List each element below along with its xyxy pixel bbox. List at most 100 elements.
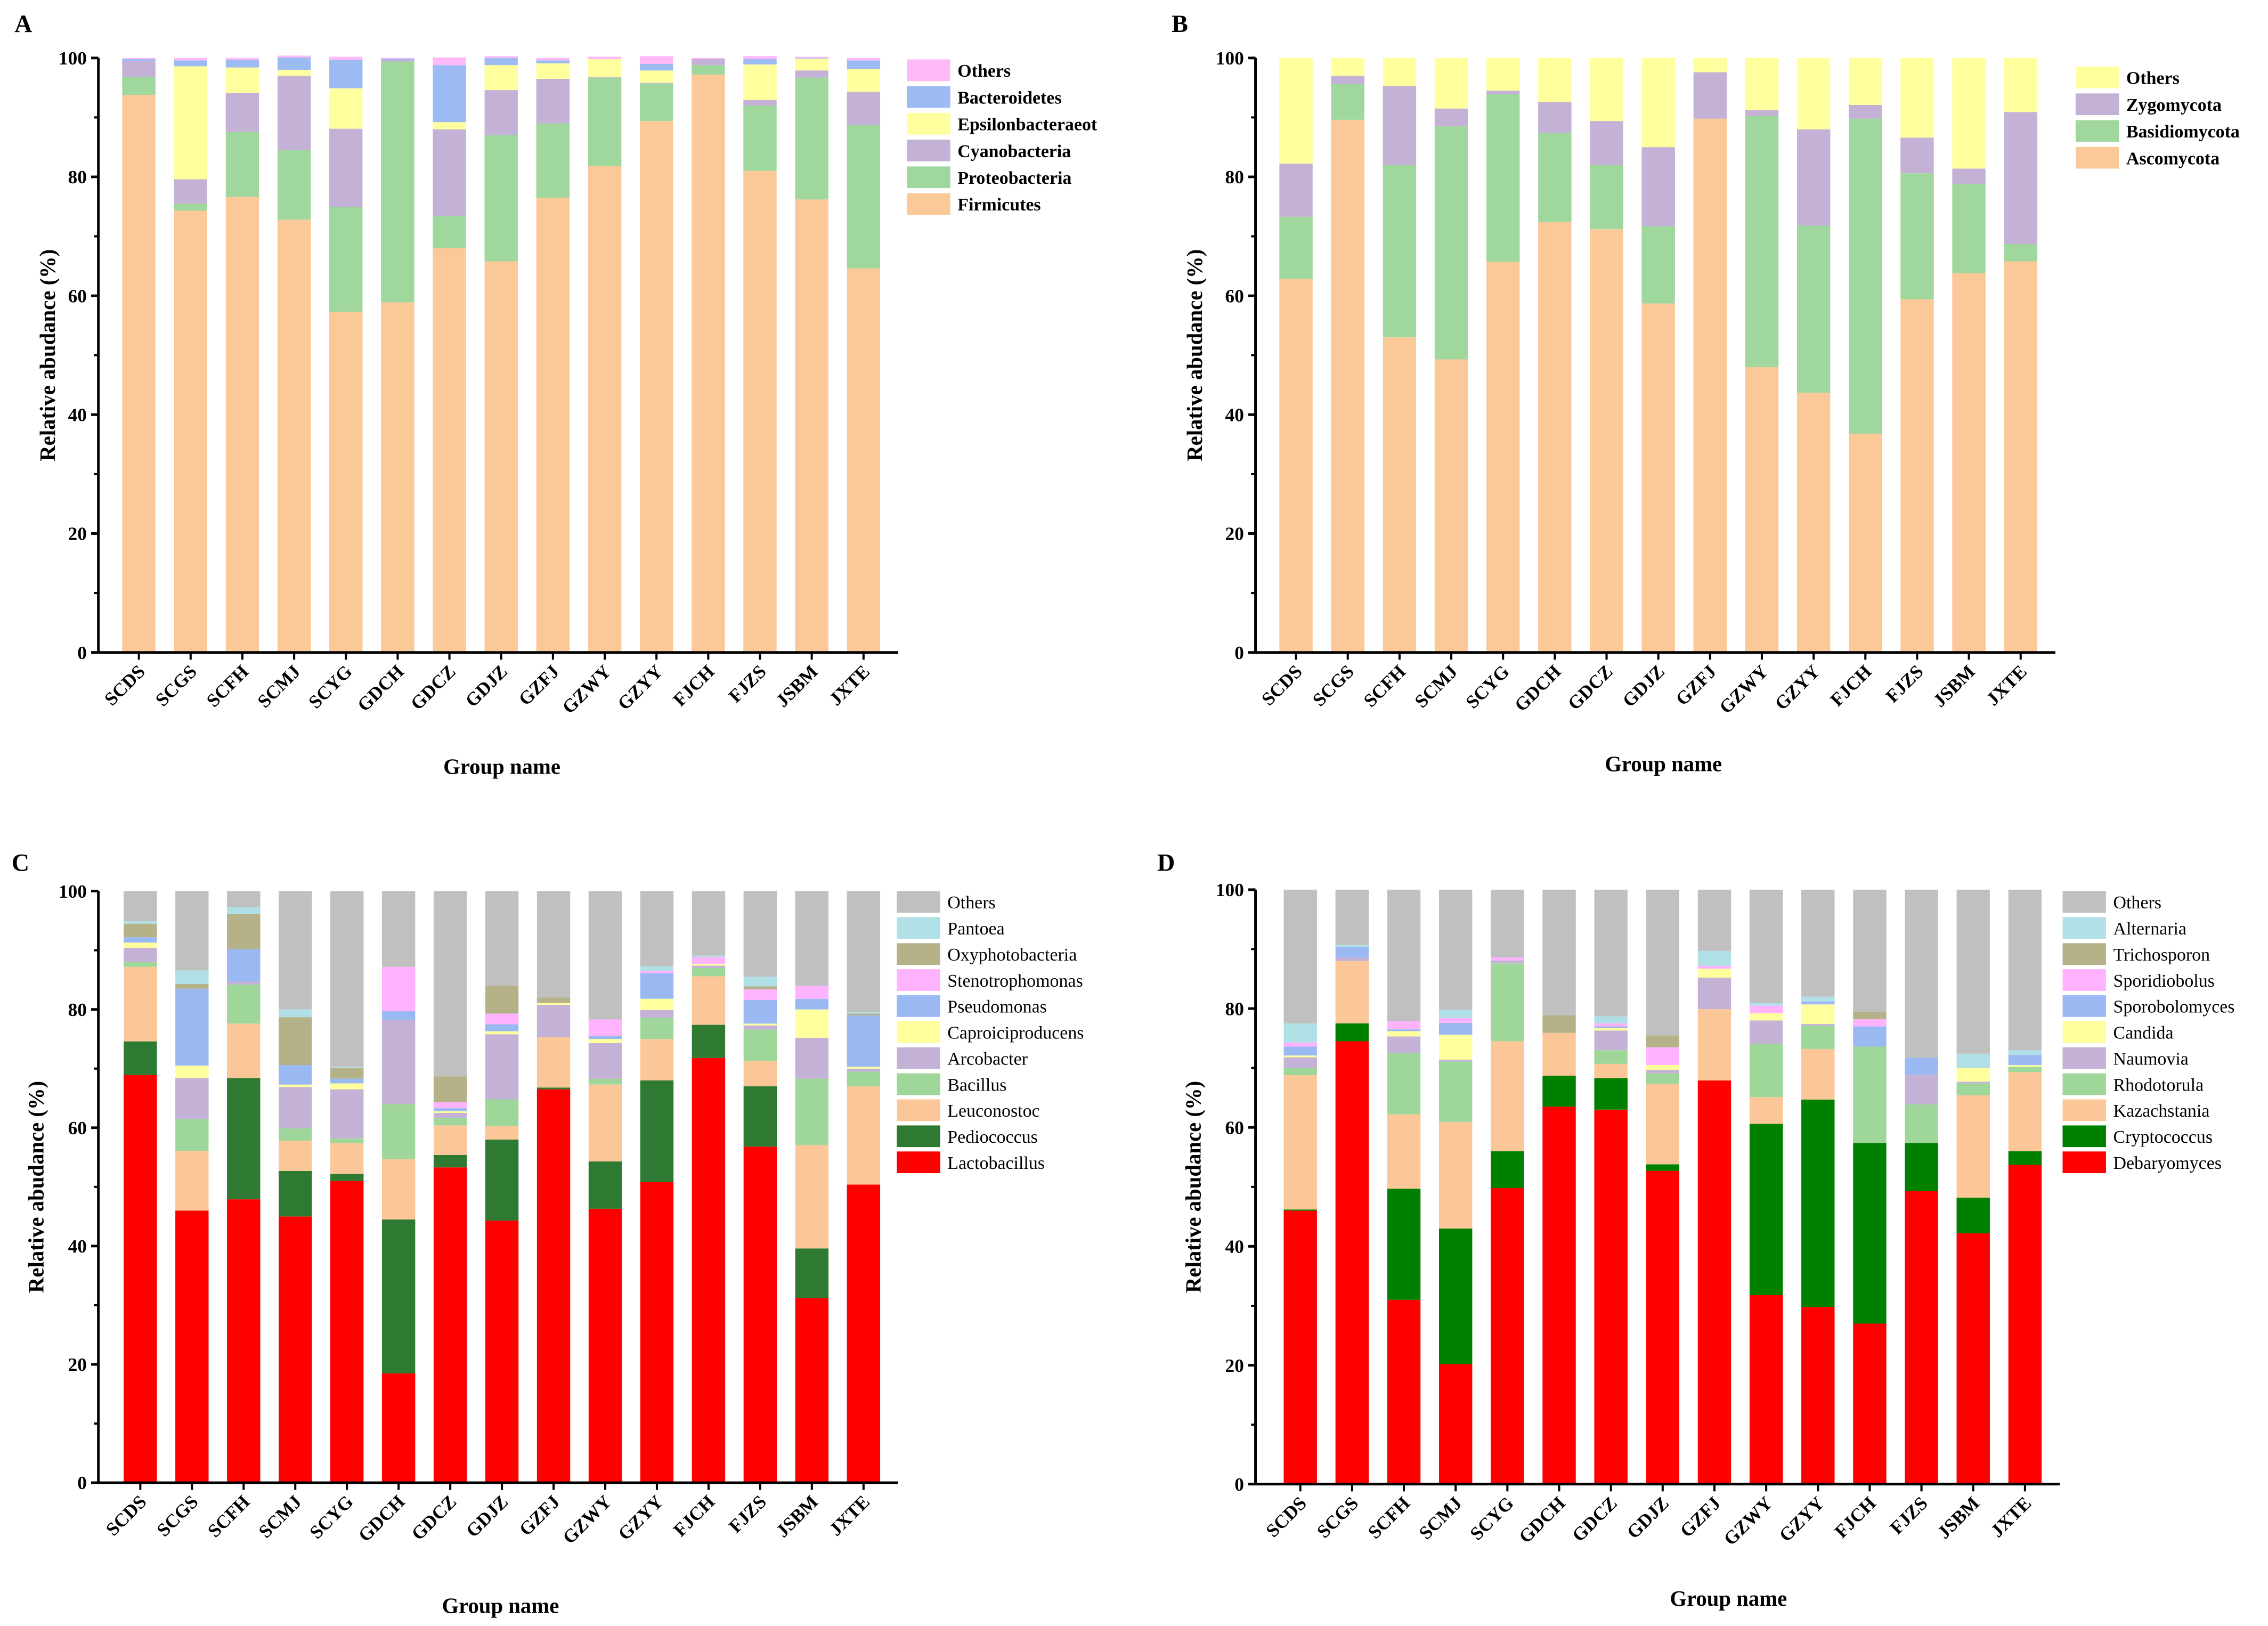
bar-segment-gdch-cryptococcus [1542,1076,1576,1107]
bar-segment-jxte-kazachstania [2008,1072,2042,1151]
bar-segment-scfh-firmicutes [225,197,259,653]
bar-segment-jxte-others [847,891,881,1013]
x-tick-label: GDJZ [1623,1493,1673,1543]
y-tick-label: 40 [68,1236,87,1257]
bar-segment-scfh-ascomycota [1383,337,1417,653]
bar-segment-jxte-debaryomyces [2008,1165,2042,1484]
bar-segment-gzyy-naumovia [1801,1024,1835,1026]
y-axis-title: Relative abudance (%) [1181,1081,1205,1293]
legend-item-naumovia: Naumovia [2062,1047,2189,1069]
bar-segment-fjzs-epsilonbacteraeot [743,64,777,101]
bar-segment-scfh-debaryomyces [1387,1299,1421,1484]
bar-segment-gzfj-others [536,58,570,61]
bar-segment-gdcz-alternaria [1594,1016,1628,1023]
bar-segment-scds-cryptococcus [1283,1209,1317,1211]
legend: Others Alternaria Trichosporon Sporidiobolu… [2062,891,2235,1174]
bar-segment-gzyy-epsilonbacteraeot [639,70,673,83]
y-tick-label: 80 [1225,167,1244,188]
bar-segment-gdcz-pediococcus [433,1155,467,1168]
bar-segment-scyg-oxyphotobacteria [330,1068,364,1079]
bar-segment-jxte-alternaria [2008,1050,2042,1055]
x-tick-label: JSBM [1933,1493,1984,1543]
legend-swatch [897,1125,940,1148]
bar-segment-gdcz-debaryomyces [1594,1109,1628,1484]
legend-item-others: Others [2062,891,2161,913]
x-tick-label: FJCH [669,661,719,711]
bar-segment-gdch-leuconostoc [381,1159,416,1220]
bar-segment-gdjz-candida [1646,1065,1680,1070]
bar-segment-gdjz-cryptococcus [1646,1164,1680,1171]
legend-label: Pantoea [947,919,1004,939]
legend-label: Ascomycota [2126,149,2220,168]
bar-segment-scds-bacillus [124,962,157,967]
y-tick-label: 100 [59,48,87,69]
legend-label: Candida [2113,1023,2174,1043]
bar-segment-jsbm-kazachstania [1956,1095,1990,1198]
bar-segment-scgs-pantoea [175,970,209,984]
x-tick-label: GDCZ [408,1491,461,1544]
bar-segment-gdcz-others [433,57,466,66]
bar-segment-scfh-zygomycota [1383,86,1417,165]
legend-swatch [2062,995,2106,1017]
bar-segment-jxte-zygomycota [2004,112,2037,245]
legend-item-firmicutes: Firmicutes [907,193,1041,215]
bar-segment-scgs-pseudomonas [175,988,209,1066]
bar-segment-jsbm-others [795,56,828,58]
x-tick-label: JXTE [1982,661,2031,710]
legend-swatch [2062,1125,2106,1148]
bar-segment-scds-others [122,58,156,60]
bar-segment-scgs-bacillus [175,1119,209,1151]
legend-swatch [897,995,940,1017]
bar-segment-fjch-basidiomycota [1849,118,1882,434]
legend-label: Epsilonbacteraeot [957,115,1098,135]
bar-segment-gdjz-arcobacter [485,1034,519,1100]
bar-segment-gdcz-lactobacillus [433,1167,467,1483]
bar-segment-jsbm-bacteroidetes [795,58,828,59]
bar-segment-scyg-zygomycota [1486,91,1520,94]
legend-swatch [2062,1021,2106,1043]
y-axis-title: Relative abudance (%) [24,1081,48,1293]
bar-segment-gdch-cyanobacteria [381,60,414,62]
bar-segment-scmj-rhodotorula [1438,1061,1473,1123]
bar-segment-gdch-arcobacter [381,1020,416,1104]
bar-segment-scfh-naumovia [1387,1036,1421,1053]
bar-segment-gzwy-leuconostoc [588,1084,622,1162]
bar-segment-scds-proteobacteria [122,77,156,95]
bar-segment-gzyy-leuconostoc [640,1039,674,1080]
bar-segment-gdch-kazachstania [1542,1032,1576,1076]
legend-item-bacillus: Bacillus [897,1073,1006,1095]
y-tick-label: 60 [1225,1117,1244,1138]
bar-segment-gdjz-oxyphotobacteria [485,986,519,1014]
bar-segment-gdjz-basidiomycota [1641,226,1675,304]
bar-segment-gzwy-ascomycota [1745,367,1779,653]
bar-segment-gzyy-ascomycota [1796,393,1831,653]
bar-segment-gdch-basidiomycota [1538,133,1572,222]
bar-segment-fjzs-ascomycota [1900,299,1934,653]
bar-segment-gdch-debaryomyces [1542,1107,1576,1484]
bar-segment-scyg-rhodotorula [1491,963,1524,1042]
bar-segment-fjzs-others [743,891,777,977]
x-tick-label: SCFH [202,661,253,711]
bar-segment-scfh-epsilonbacteraeot [225,67,259,93]
bar-segment-gdjz-zygomycota [1641,147,1675,226]
bar-segment-gdjz-caproiciproducens [485,1031,519,1035]
x-tick-label: GZFJ [515,661,563,710]
bar-segment-gzyy-pantoea [640,966,674,971]
bar-segment-fjzs-cyanobacteria [743,100,777,106]
bar-segment-jxte-lactobacillus [847,1184,881,1483]
bar-segment-scfh-proteobacteria [225,132,259,197]
bar-segment-gzwy-cryptococcus [1749,1124,1783,1295]
legend-item-others: Others [897,891,996,913]
bar-segment-jxte-sporobolomyces [2008,1055,2042,1066]
bar-segment-scfh-basidiomycota [1383,165,1417,338]
bar-segment-gzfj-others [1697,889,1732,951]
bar-segment-scmj-alternaria [1438,1010,1473,1018]
x-axis-title: Group name [1605,752,1722,776]
bar-segment-scds-cyanobacteria [122,61,156,77]
bar-segment-scyg-pediococcus [330,1174,364,1181]
bar-segment-scds-pantoea [124,921,157,924]
bar-segment-scgs-cyanobacteria [174,179,208,204]
bar-segment-scfh-others [227,891,261,907]
bar-segment-scmj-arcobacter [279,1087,312,1128]
bar-segment-jsbm-arcobacter [795,1037,829,1079]
